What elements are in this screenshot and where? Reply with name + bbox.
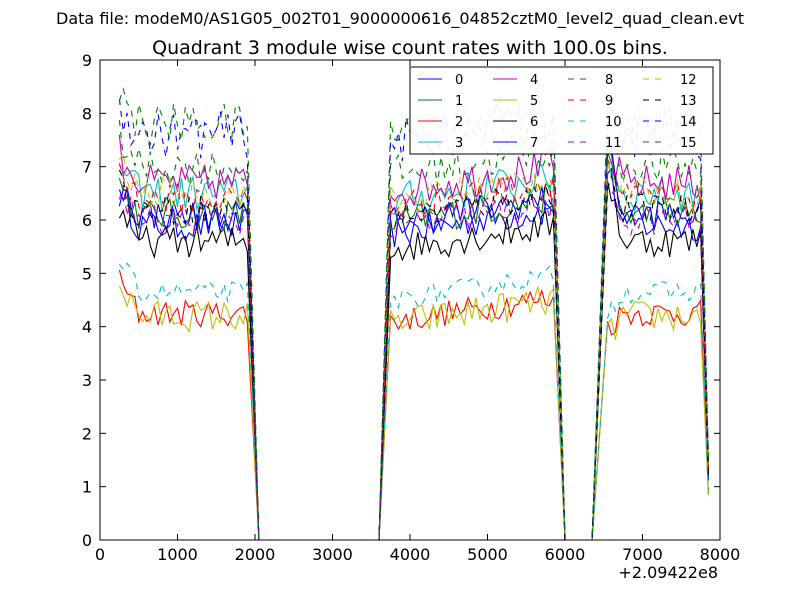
series-line-10 bbox=[118, 262, 709, 541]
x-tick-label: 4000 bbox=[390, 545, 431, 564]
x-offset-label: +2.09422e8 bbox=[618, 563, 718, 582]
y-tick-label: 5 bbox=[82, 264, 92, 283]
x-tick-label: 7000 bbox=[622, 545, 663, 564]
series-line-4 bbox=[118, 134, 709, 541]
x-tick-label: 8000 bbox=[700, 545, 741, 564]
series-line-13 bbox=[118, 169, 709, 541]
series-line-14 bbox=[118, 98, 709, 541]
legend-label-0: 0 bbox=[455, 73, 463, 88]
legend-label-9: 9 bbox=[605, 94, 613, 109]
legend-box bbox=[409, 66, 714, 155]
legend-label-7: 7 bbox=[530, 136, 538, 151]
series-line-2 bbox=[118, 269, 709, 541]
x-tick-label: 3000 bbox=[312, 545, 353, 564]
series-line-5 bbox=[118, 285, 709, 541]
legend-label-14: 14 bbox=[680, 115, 697, 130]
series-line-6 bbox=[118, 181, 709, 541]
x-tick-label: 2000 bbox=[235, 545, 276, 564]
chart-suptitle: Data file: modeM0/AS1G05_002T01_90000006… bbox=[56, 9, 744, 29]
x-tick-label: 0 bbox=[95, 545, 105, 564]
legend-label-5: 5 bbox=[530, 94, 538, 109]
series-line-12 bbox=[118, 151, 709, 541]
legend-label-13: 13 bbox=[680, 94, 697, 109]
series-line-11 bbox=[118, 182, 709, 541]
legend-label-1: 1 bbox=[455, 94, 463, 109]
y-tick-label: 7 bbox=[82, 158, 92, 177]
y-tick-label: 1 bbox=[82, 478, 92, 497]
series-line-0 bbox=[118, 167, 709, 541]
axis-ticks: 0 1000 2000 3000 4000 5000 6000 7000 80000123456… bbox=[82, 51, 741, 564]
legend-label-2: 2 bbox=[455, 115, 463, 130]
series-line-9 bbox=[118, 158, 709, 541]
series-line-1 bbox=[118, 152, 709, 541]
y-tick-label: 0 bbox=[82, 531, 92, 550]
legend-label-3: 3 bbox=[455, 136, 463, 151]
legend-label-4: 4 bbox=[530, 73, 538, 88]
legend-label-10: 10 bbox=[605, 115, 622, 130]
legend-label-12: 12 bbox=[680, 73, 697, 88]
chart-title: Quadrant 3 module wise count rates with … bbox=[152, 37, 668, 59]
y-tick-label: 4 bbox=[82, 318, 92, 337]
x-tick-label: 1000 bbox=[157, 545, 198, 564]
x-tick-label: 6000 bbox=[545, 545, 586, 564]
legend-label-11: 11 bbox=[605, 136, 622, 151]
y-tick-label: 6 bbox=[82, 211, 92, 230]
series-line-15 bbox=[118, 87, 709, 541]
legend-label-8: 8 bbox=[605, 73, 613, 88]
y-tick-label: 2 bbox=[82, 424, 92, 443]
y-tick-label: 3 bbox=[82, 371, 92, 390]
y-tick-label: 8 bbox=[82, 104, 92, 123]
y-tick-label: 9 bbox=[82, 51, 92, 70]
x-tick-label: 5000 bbox=[467, 545, 508, 564]
legend-label-6: 6 bbox=[530, 115, 538, 130]
legend-label-15: 15 bbox=[680, 136, 697, 151]
